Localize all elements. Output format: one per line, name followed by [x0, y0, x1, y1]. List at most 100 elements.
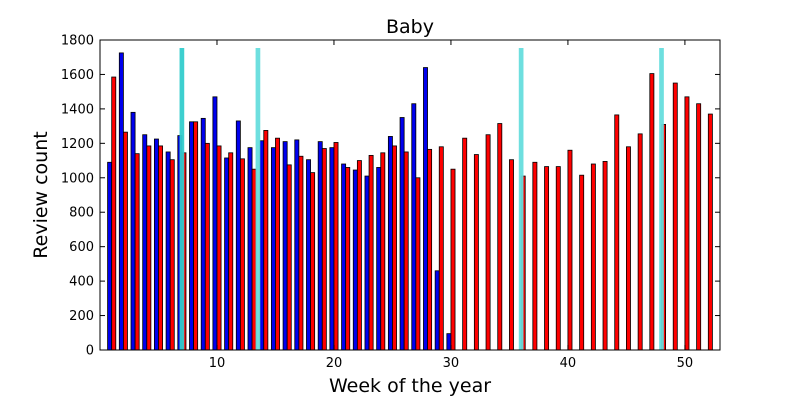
- bar-series1-week-27: [411, 103, 417, 351]
- y-tick-label-1000: 1000: [61, 171, 94, 186]
- bar-series2-week-3: [134, 153, 140, 351]
- bar-series2-week-38: [544, 166, 550, 351]
- bar-series2-week-18: [310, 172, 316, 351]
- bar-series1-week-12: [235, 120, 241, 351]
- bar-series2-week-10: [216, 145, 222, 351]
- bar-series1-week-3: [130, 111, 136, 351]
- bar-series1-week-20: [329, 147, 335, 351]
- bar-series2-week-8: [193, 121, 199, 351]
- bar-series2-week-19: [321, 148, 327, 351]
- bar-series2-week-1: [111, 76, 117, 351]
- x-tick-label-30: 30: [443, 356, 460, 371]
- chart-title: Baby: [386, 16, 434, 38]
- bar-series2-week-24: [380, 152, 386, 351]
- plot-area: 10 20 30 40 50 0 200 400 600 800 1000 1200 1400 1600 1…: [61, 34, 721, 371]
- bar-series2-week-50: [684, 96, 690, 351]
- x-axis-title: Week of the year: [329, 375, 491, 397]
- bar-series2-week-39: [555, 166, 561, 351]
- bar-series2-week-43: [602, 161, 608, 351]
- y-tick-label-1600: 1600: [61, 68, 94, 83]
- x-tick-label-20: 20: [326, 356, 343, 371]
- bar-series2-week-12: [239, 158, 245, 351]
- x-tick-label-50: 50: [677, 356, 694, 371]
- bar-series2-week-28: [427, 148, 433, 351]
- bar-series1-week-25: [387, 136, 393, 351]
- y-axis-title: Review count: [30, 131, 52, 258]
- y-tick-label-1800: 1800: [61, 34, 94, 49]
- bar-series1-week-28: [423, 67, 428, 351]
- bar-series2-week-14: [263, 130, 269, 351]
- y-tick-label-1200: 1200: [61, 137, 94, 152]
- bar-series1-week-9: [200, 117, 206, 351]
- bar-series1-week-1: [107, 161, 113, 351]
- bar-series2-week-30: [450, 168, 456, 351]
- bar-series2-week-52: [707, 113, 713, 351]
- bar-series1-week-4: [142, 134, 148, 351]
- bar-series1-week-29: [434, 270, 440, 351]
- bar-series2-week-45: [626, 146, 631, 351]
- bar-series1-week-24: [376, 167, 382, 351]
- y-tick-label-1400: 1400: [61, 102, 94, 117]
- bar-series2-week-32: [473, 154, 479, 351]
- bar-series1-week-5: [153, 138, 159, 351]
- bar-series2-week-13: [251, 168, 257, 351]
- bar-series1-week-8: [189, 121, 194, 351]
- bar-series1-week-17: [294, 139, 300, 351]
- bar-series2-week-22: [356, 160, 362, 351]
- y-tick-label-600: 600: [69, 240, 94, 255]
- bar-series1-week-26: [399, 117, 405, 351]
- bar-series1-week-2: [118, 52, 124, 351]
- bar-series2-week-21: [345, 167, 351, 351]
- bar-series2-week-49: [672, 82, 678, 351]
- bar-series1-week-11: [224, 157, 230, 351]
- marker-line-4: [659, 48, 664, 350]
- bar-series1-week-6: [165, 151, 171, 351]
- bar-series2-week-40: [567, 149, 573, 351]
- bar-series2-week-42: [590, 163, 596, 351]
- bar-series2-week-35: [509, 159, 514, 351]
- bar-series2-week-23: [368, 154, 374, 351]
- bar-series1-week-23: [364, 175, 370, 351]
- bar-series2-week-47: [649, 73, 655, 351]
- bar-series1-week-30: [446, 333, 452, 351]
- bar-series2-week-51: [696, 103, 702, 351]
- bar-series2-week-16: [286, 164, 292, 351]
- bar-series2-week-31: [462, 137, 468, 351]
- bar-series1-week-21: [341, 163, 347, 351]
- bar-series2-week-46: [637, 133, 643, 351]
- bar-series2-week-6: [169, 159, 175, 351]
- bar-series2-week-29: [438, 146, 444, 351]
- bar-series2-week-41: [579, 174, 585, 351]
- bar-series2-week-20: [333, 142, 339, 351]
- bar-series1-week-16: [282, 141, 288, 351]
- bar-series2-week-15: [275, 137, 280, 351]
- bar-series2-week-34: [497, 123, 503, 351]
- bar-series2-week-27: [415, 177, 421, 351]
- bar-series2-week-11: [228, 152, 234, 351]
- plot-frame: [99, 39, 721, 351]
- bar-series2-week-33: [485, 134, 491, 351]
- bar-series2-week-17: [298, 155, 304, 351]
- bar-series1-week-18: [306, 159, 311, 351]
- bar-series2-week-25: [392, 145, 397, 351]
- marker-line-2: [255, 48, 261, 350]
- bar-series1-week-10: [212, 96, 218, 351]
- bar-series2-week-44: [614, 114, 620, 351]
- bar-series2-week-9: [204, 142, 210, 351]
- bar-series2-week-26: [403, 151, 409, 351]
- bar-series2-week-4: [146, 145, 152, 351]
- marker-line-1: [179, 48, 185, 350]
- y-tick-label-0: 0: [86, 344, 94, 359]
- bar-series2-week-5: [158, 145, 163, 351]
- bar-series1-week-19: [317, 141, 323, 351]
- marker-line-3: [518, 48, 524, 350]
- bar-series2-week-2: [122, 131, 128, 351]
- y-tick-label-400: 400: [69, 275, 94, 290]
- x-tick-label-10: 10: [209, 356, 226, 371]
- x-tick-label-40: 40: [560, 356, 577, 371]
- y-tick-label-200: 200: [69, 309, 94, 324]
- y-tick-label-800: 800: [69, 206, 94, 221]
- bar-series2-week-37: [532, 161, 538, 351]
- bar-series1-week-13: [247, 147, 253, 351]
